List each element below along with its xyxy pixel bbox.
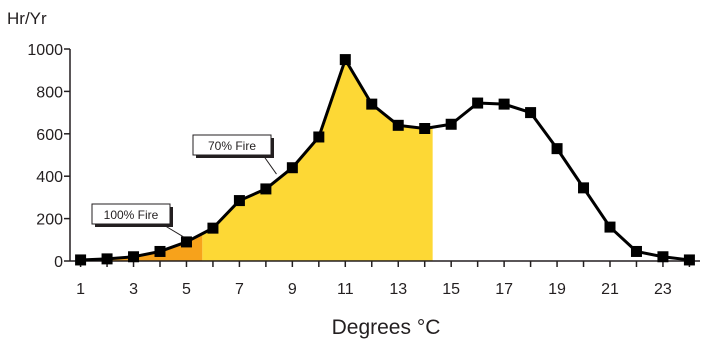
callout-box	[91, 203, 171, 225]
y-tick-label: 1000	[27, 42, 63, 59]
callout-box	[192, 134, 272, 156]
data-point	[313, 131, 325, 143]
data-point	[578, 182, 590, 194]
x-tick-label: 13	[389, 281, 407, 298]
y-tick-label: 200	[36, 212, 63, 229]
data-point	[154, 245, 166, 257]
y-tick-label: 400	[36, 169, 63, 186]
x-tick-label: 11	[337, 281, 354, 298]
data-point	[260, 183, 272, 195]
data-point	[233, 195, 245, 207]
x-tick-label: 17	[495, 281, 513, 298]
y-axis-unit-label: Hr/Yr	[7, 9, 47, 28]
data-point	[366, 98, 378, 110]
x-tick-label: 23	[654, 281, 672, 298]
callout-label-1: 100% Fire	[104, 208, 159, 222]
data-point	[551, 143, 563, 155]
y-ticks: 0 200 400 600 800 1000	[27, 42, 70, 271]
data-point	[128, 251, 140, 263]
axes	[69, 49, 700, 262]
data-point	[207, 222, 219, 234]
shaded-region-2	[202, 59, 433, 261]
y-tick-label: 800	[36, 84, 63, 101]
callout-pointer	[262, 154, 277, 175]
shaded-areas	[80, 59, 433, 261]
data-point	[339, 54, 351, 66]
data-point	[419, 123, 431, 134]
data-point	[180, 236, 192, 248]
x-ticks: 1 3 5 7 9 11 13 15 17 19 21 23	[76, 261, 691, 298]
data-point	[75, 254, 87, 266]
data-point	[286, 162, 298, 174]
data-point	[445, 118, 457, 130]
x-tick-label: 9	[288, 281, 297, 298]
data-point	[498, 98, 510, 110]
callout-label-2: 70% Fire	[208, 139, 256, 153]
data-point	[604, 221, 616, 233]
x-tick-label: 3	[129, 281, 138, 298]
shaded-region-1	[80, 233, 203, 261]
data-point	[101, 253, 113, 265]
data-point	[392, 119, 404, 131]
callout-pointer	[161, 223, 185, 238]
series	[75, 54, 695, 266]
data-point	[630, 245, 642, 257]
x-tick-label: 15	[442, 281, 460, 298]
x-tick-label: 21	[601, 281, 619, 298]
callouts: 100% Fire 70% Fire	[91, 134, 277, 238]
x-tick-label: 19	[548, 281, 566, 298]
x-tick-label: 7	[235, 281, 244, 298]
x-axis-title: Degrees °C	[332, 316, 441, 339]
data-point	[525, 107, 537, 119]
x-tick-label: 1	[76, 281, 85, 298]
x-tick-label: 5	[182, 281, 191, 298]
y-tick-label: 600	[36, 127, 63, 144]
data-point	[683, 254, 695, 266]
y-tick-label: 0	[54, 254, 63, 271]
data-point	[472, 97, 484, 109]
data-point	[657, 251, 669, 263]
